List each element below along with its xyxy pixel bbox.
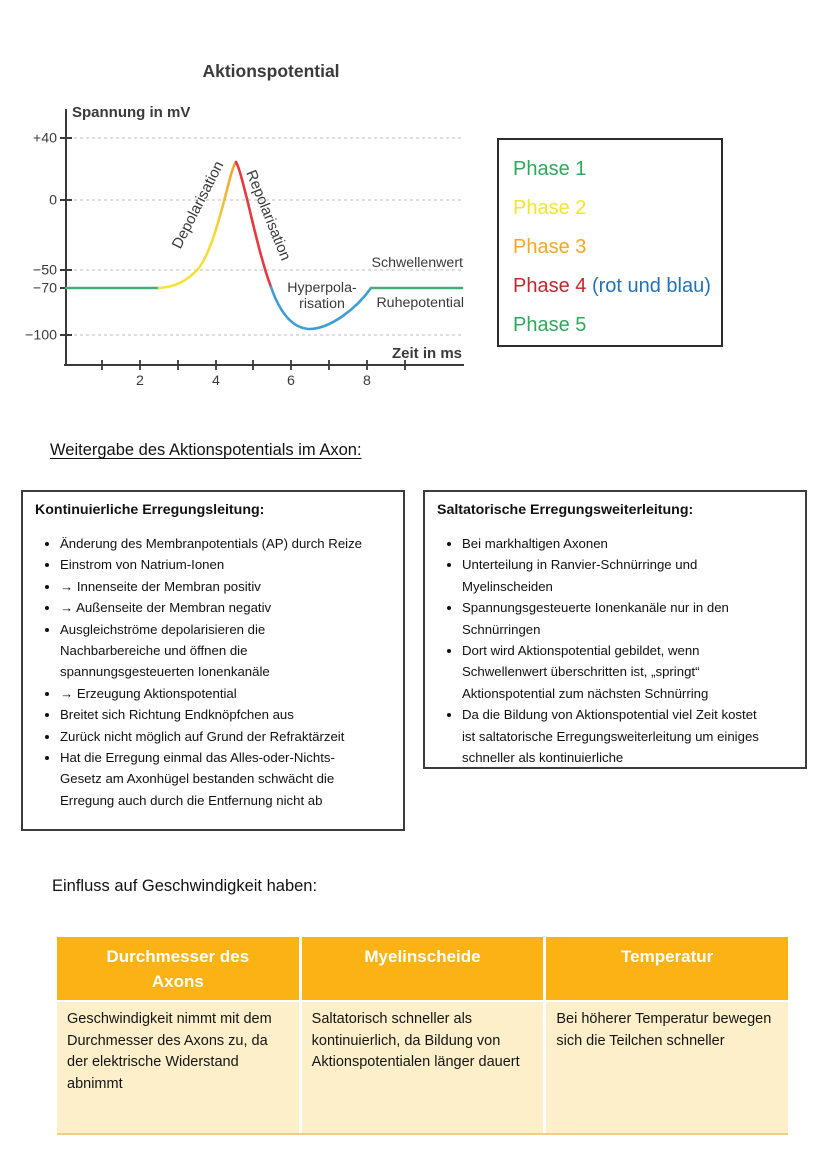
hyperpolarisation-label-line1: Hyperpola- (287, 280, 357, 296)
legend-label: Phase 5 (513, 314, 587, 336)
hyperpolarisation-label-line2: risation (299, 296, 345, 312)
header-text: Temperatur (621, 947, 714, 966)
depolarisation-label: Depolarisation (169, 158, 228, 251)
saltatory-conduction-bullets: Bei markhaltigen AxonenUnterteilung in R… (437, 533, 767, 768)
speed-factors-table: Durchmesser des Axons Myelinscheide Temp… (57, 937, 789, 1135)
continuous-conduction-bullets: Änderung des Membranpotentials (AP) durc… (35, 533, 365, 811)
x-tick-label: 2 (136, 373, 144, 389)
continuous-conduction-box: Kontinuierliche Erregungsleitung: Änderu… (21, 490, 405, 831)
speed-heading: Einfluss auf Geschwindigkeit haben: (52, 877, 318, 895)
legend-suffix: (rot und blau) (586, 275, 711, 297)
bullet-item: → Innenseite der Membran positiv (60, 576, 365, 597)
bullet-item: Ausgleichströme depolarisieren die Nachb… (60, 619, 365, 683)
section-heading: Weitergabe des Aktionspotentials im Axon… (50, 441, 362, 459)
y-tick-label: 0 (49, 193, 57, 209)
y-tick-label: −70 (33, 281, 57, 297)
table-cell: Geschwindigkeit nimmt mit dem Durchmesse… (57, 1000, 299, 1133)
x-axis-label: Zeit in ms (392, 345, 462, 362)
bullet-item: → Außenseite der Membran negativ (60, 597, 365, 618)
legend-label: Phase 2 (513, 197, 587, 219)
header-text: Durchmesser des Axons (106, 947, 250, 991)
legend-item: Phase 2 (513, 189, 721, 228)
saltatory-conduction-box: Saltatorische Erregungsweiterleitung: Be… (423, 490, 807, 769)
bullet-item: Hat die Erregung einmal das Alles-oder-N… (60, 747, 365, 811)
legend-label: Phase 4 (513, 275, 587, 297)
saltatory-conduction-title: Saltatorische Erregungsweiterleitung: (437, 502, 694, 518)
bullet-item: Einstrom von Natrium-Ionen (60, 554, 365, 575)
legend-item: Phase 1 (513, 150, 721, 189)
x-tick-label: 4 (212, 373, 220, 389)
continuous-conduction-title: Kontinuierliche Erregungsleitung: (35, 502, 265, 518)
bullet-item: Spannungsgesteuerte Ionenkanäle nur in d… (462, 597, 767, 640)
x-ticks (101, 360, 406, 370)
table-header-cell: Myelinscheide (298, 937, 544, 1000)
curve-repolarisation (234, 160, 273, 289)
x-tick-label: 8 (363, 373, 371, 389)
ruhepotential-label: Ruhepotential (376, 295, 464, 311)
bullet-item: Da die Bildung von Aktionspotential viel… (462, 704, 767, 768)
legend-label: Phase 1 (513, 158, 587, 180)
schwellenwert-label: Schwellenwert (372, 255, 464, 271)
legend-item: Phase 3 (513, 228, 721, 267)
table-header-row: Durchmesser des Axons Myelinscheide Temp… (57, 937, 789, 1000)
bullet-item: Dort wird Aktionspotential gebildet, wen… (462, 640, 767, 704)
bullet-item: → Erzeugung Aktionspotential (60, 683, 365, 704)
curve-hyperpolarisation (269, 285, 373, 331)
phase-legend: Phase 1 Phase 2 Phase 3 Phase 4 (rot und bl… (497, 138, 723, 347)
bullet-item: Bei markhaltigen Axonen (462, 533, 767, 554)
header-text: Myelinscheide (364, 947, 481, 966)
table-header-cell: Temperatur (543, 937, 789, 1000)
bullet-item: Unterteilung in Ranvier-Schnürringe und … (462, 554, 767, 597)
table-cell: Bei höherer Temperatur bewegen sich die … (543, 1000, 789, 1133)
y-tick-label: −100 (25, 328, 57, 344)
legend-item: Phase 5 (513, 306, 721, 345)
table-body-row: Geschwindigkeit nimmt mit dem Durchmesse… (57, 1000, 789, 1133)
action-potential-chart: +40 0 −50 −70 −100 2 4 6 8 Spannung in m… (25, 104, 464, 389)
table-header-cell: Durchmesser des Axons (57, 937, 299, 1000)
curve-depolarisation (157, 160, 238, 290)
bullet-item: Zurück nicht möglich auf Grund der Refra… (60, 726, 365, 747)
chart-title: Aktionspotential (202, 61, 340, 81)
y-tick-label: −50 (33, 263, 57, 279)
y-axis-label: Spannung in mV (72, 104, 190, 121)
y-tick-label: +40 (33, 131, 57, 147)
table-cell: Saltatorisch schneller als kontinuierlic… (298, 1000, 544, 1133)
legend-item: Phase 4 (rot und blau) (513, 267, 721, 306)
bullet-item: Änderung des Membranpotentials (AP) durc… (60, 533, 365, 554)
x-tick-label: 6 (287, 373, 295, 389)
legend-label: Phase 3 (513, 236, 587, 258)
bullet-item: Breitet sich Richtung Endknöpfchen aus (60, 704, 365, 725)
